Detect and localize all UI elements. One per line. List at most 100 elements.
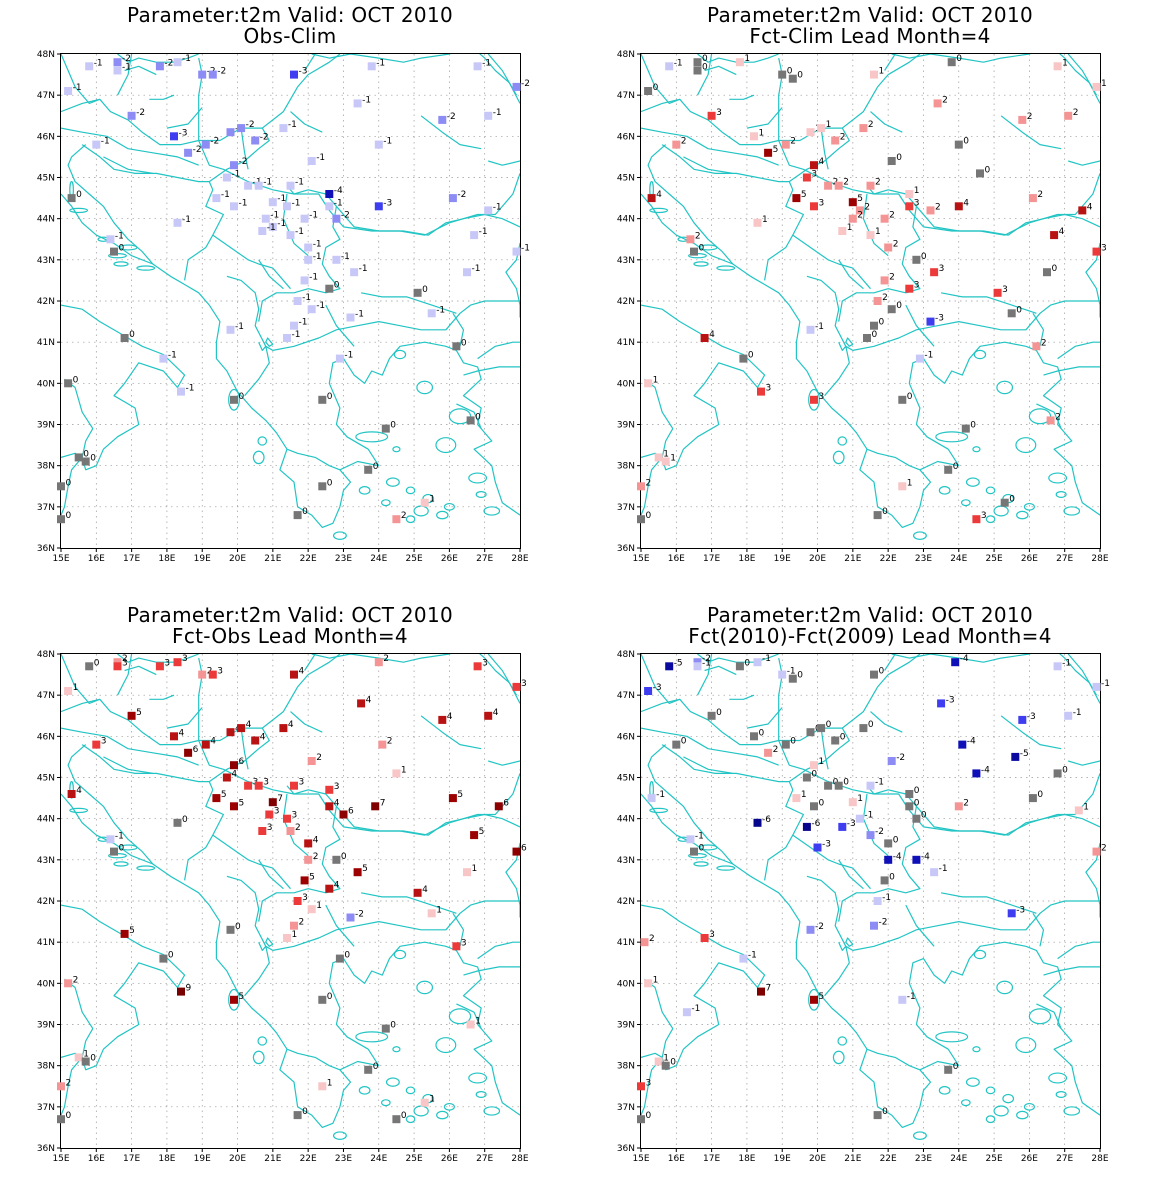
lat-tick-label: 44N — [617, 815, 635, 825]
station-marker — [290, 921, 298, 930]
station-value-label: 4 — [179, 728, 185, 738]
station-marker — [831, 136, 840, 145]
lat-tick-label: 46N — [617, 732, 635, 742]
station-value-label: 0 — [826, 720, 832, 730]
station-value-label: 1 — [759, 128, 765, 138]
station-value-label: -2 — [193, 145, 202, 155]
station-value-label: 1 — [857, 794, 863, 804]
station-value-label: 0 — [744, 658, 750, 668]
lat-tick-label: 36N — [37, 544, 55, 554]
lat-tick-label: 40N — [37, 979, 55, 989]
station-marker — [230, 395, 238, 404]
panel-title-line2: Obs-Clim — [243, 24, 337, 48]
station-value-label: 4 — [656, 190, 662, 200]
lon-tick-label: 25E — [986, 1154, 1003, 1164]
station-value-label: -1 — [295, 227, 304, 237]
lat-tick-label: 43N — [617, 256, 635, 266]
station-value-label: 2 — [889, 211, 895, 221]
lon-tick-label: 20E — [229, 1154, 246, 1164]
station-value-label: 0 — [790, 737, 796, 747]
station-value-label: 0 — [168, 951, 174, 961]
station-value-label: 5 — [136, 708, 142, 718]
station-value-label: 3 — [819, 198, 825, 208]
station-marker — [113, 66, 122, 75]
station-marker — [810, 395, 818, 404]
lat-tick-label: 40N — [617, 979, 635, 989]
lat-tick-label: 43N — [617, 856, 635, 866]
station-marker — [802, 773, 811, 782]
station-value-label: 5 — [129, 926, 135, 936]
station-value-label: 0 — [699, 844, 705, 854]
station-marker — [177, 387, 185, 396]
station-value-label: 3 — [164, 658, 170, 668]
station-marker — [944, 465, 953, 474]
station-marker — [268, 798, 277, 807]
station-value-label: 0 — [879, 318, 885, 328]
station-value-label: 1 — [762, 215, 768, 225]
station-value-label: -1 — [1062, 658, 1071, 668]
station-value-label: 0 — [868, 720, 874, 730]
lon-tick-label: 18E — [738, 1154, 755, 1164]
station-value-label: -1 — [924, 351, 933, 361]
station-value-label: -2 — [341, 211, 350, 221]
station-marker — [64, 979, 73, 988]
station-marker — [806, 925, 815, 934]
station-marker — [654, 1057, 663, 1066]
station-marker — [466, 1020, 475, 1029]
station-value-label: 2 — [695, 231, 701, 241]
station-marker — [438, 715, 447, 724]
station-value-label: 2 — [122, 654, 128, 664]
lon-tick-label: 28E — [1091, 554, 1108, 564]
station-value-label: -4 — [967, 737, 976, 747]
station-value-label: 1 — [826, 120, 832, 130]
station-value-label: -1 — [267, 223, 276, 233]
station-value-label: -1 — [295, 178, 304, 188]
station-marker — [120, 929, 129, 938]
station-value-label: -3 — [822, 840, 831, 850]
station-marker — [806, 325, 815, 334]
station-marker — [170, 732, 178, 741]
station-marker — [85, 662, 94, 671]
station-value-label: -1 — [472, 264, 481, 274]
station-value-label: 3 — [122, 658, 128, 668]
station-value-label: 3 — [914, 281, 920, 291]
lat-tick-label: 48N — [37, 50, 55, 60]
station-marker — [898, 995, 907, 1004]
lat-tick-label: 36N — [617, 544, 635, 554]
lat-tick-label: 48N — [617, 650, 635, 660]
station-marker — [863, 334, 871, 342]
station-value-label: 0 — [327, 478, 333, 488]
station-value-label: -1 — [674, 58, 683, 68]
station-marker — [870, 70, 878, 79]
station-marker — [866, 231, 875, 240]
station-marker — [682, 1008, 691, 1017]
station-marker — [304, 243, 313, 252]
station-value-label: 0 — [914, 798, 920, 808]
station-value-label: 0 — [119, 844, 125, 854]
station-value-label: 3 — [482, 658, 488, 668]
coastlines — [61, 654, 520, 1140]
station-marker — [866, 831, 875, 840]
station-marker — [810, 161, 818, 170]
station-marker — [159, 354, 168, 363]
station-marker — [392, 1115, 401, 1124]
map-panel-fct-diff: Parameter:t2m Valid: OCT 2010 Fct(2010)-… — [580, 600, 1160, 1200]
station-marker — [484, 206, 493, 215]
station-value-label: 0 — [879, 667, 885, 677]
station-marker — [972, 769, 981, 778]
station-value-label: -1 — [748, 951, 757, 961]
station-value-label: 4 — [334, 881, 340, 891]
station-value-label: 2 — [942, 95, 948, 105]
station-marker — [750, 132, 758, 141]
station-marker — [222, 173, 231, 182]
lat-tick-label: 39N — [37, 1021, 55, 1031]
station-value-label: 4 — [210, 737, 216, 747]
station-marker — [283, 814, 291, 823]
station-marker — [346, 313, 355, 322]
station-marker — [1028, 194, 1037, 203]
station-value-label: 3 — [263, 778, 269, 788]
station-marker — [788, 674, 797, 683]
station-value-label: -1 — [482, 58, 491, 68]
station-value-label: -1 — [695, 831, 704, 841]
station-marker — [364, 1065, 373, 1074]
